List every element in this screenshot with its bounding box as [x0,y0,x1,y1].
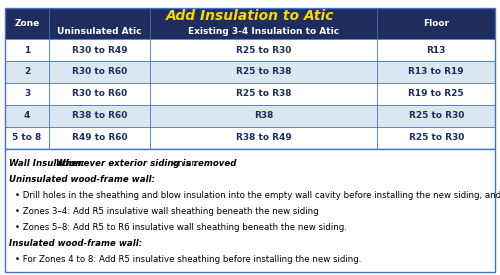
Bar [378,126,495,148]
Text: R30 to R49: R30 to R49 [72,46,127,54]
Bar [150,126,378,148]
Text: • Zones 5–8: Add R5 to R6 insulative wall sheathing beneath the new siding.: • Zones 5–8: Add R5 to R6 insulative wal… [15,223,347,232]
Text: 5 to 8: 5 to 8 [12,133,42,142]
Bar [5,148,495,272]
Text: R25 to R30: R25 to R30 [236,46,291,54]
Bar [5,126,49,148]
Bar [49,83,150,105]
Bar [150,39,378,61]
Bar [49,61,150,83]
Text: R25 to R30: R25 to R30 [408,133,464,142]
Text: R25 to R30: R25 to R30 [408,111,464,120]
Text: Whenever exterior siding is removed: Whenever exterior siding is removed [56,160,236,169]
Text: R25 to R38: R25 to R38 [236,67,291,76]
Text: Uninsulated Atic: Uninsulated Atic [57,27,142,36]
Bar [49,39,150,61]
Bar [378,83,495,105]
Bar [5,105,49,127]
Text: Wall Insulation:: Wall Insulation: [9,160,88,169]
Text: on an: on an [170,160,196,169]
Bar [378,8,495,39]
Text: R38: R38 [254,111,273,120]
Text: R19 to R25: R19 to R25 [408,89,464,98]
Text: R30 to R60: R30 to R60 [72,67,127,76]
Bar [150,83,378,105]
Bar [5,8,495,148]
Text: R13 to R19: R13 to R19 [408,67,464,76]
Text: Floor: Floor [423,19,449,28]
Bar [5,8,49,39]
Bar [378,105,495,127]
Bar [49,126,150,148]
Text: 1: 1 [24,46,30,54]
Text: Insulated wood-frame wall:: Insulated wood-frame wall: [9,239,142,248]
Bar [378,61,495,83]
Text: • For Zones 4 to 8: Add R5 insulative sheathing before installing the new siding: • For Zones 4 to 8: Add R5 insulative sh… [15,255,362,264]
Text: R38 to R49: R38 to R49 [236,133,292,142]
Bar [5,8,495,24]
Text: Uninsulated wood-frame wall:: Uninsulated wood-frame wall: [9,175,155,185]
Text: R13: R13 [426,46,446,54]
Text: 3: 3 [24,89,30,98]
Text: R25 to R38: R25 to R38 [236,89,291,98]
Bar [5,83,49,105]
Text: • Drill holes in the sheathing and blow insulation into the empty wall cavity be: • Drill holes in the sheathing and blow … [15,191,500,200]
Text: • Zones 3–4: Add R5 insulative wall sheathing beneath the new siding: • Zones 3–4: Add R5 insulative wall shea… [15,207,318,216]
Bar [49,105,150,127]
Text: Add Insulation to Atic: Add Insulation to Atic [166,9,334,23]
Bar [378,39,495,61]
Bar [150,61,378,83]
Bar [49,24,150,39]
Bar [5,39,49,61]
Text: R49 to R60: R49 to R60 [72,133,127,142]
Text: Existing 3-4 Insulation to Atic: Existing 3-4 Insulation to Atic [188,27,339,36]
Text: 4: 4 [24,111,30,120]
Text: 2: 2 [24,67,30,76]
Text: R30 to R60: R30 to R60 [72,89,127,98]
Bar [150,105,378,127]
Text: R38 to R60: R38 to R60 [72,111,127,120]
Bar [150,24,378,39]
Text: Zone: Zone [14,19,40,28]
Bar [5,61,49,83]
